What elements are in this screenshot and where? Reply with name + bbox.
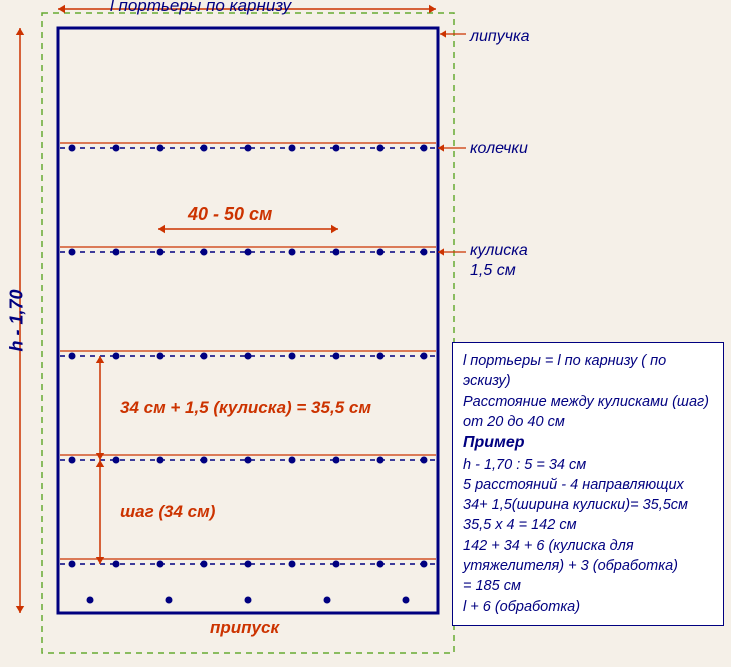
infobox-line: = 185 см — [463, 576, 713, 596]
label-top-title: l портьеры по карнизу — [110, 0, 291, 16]
infobox-line: 35,5 x 4 = 142 см — [463, 515, 713, 535]
label-spacing: 40 - 50 см — [188, 204, 272, 225]
label-pripusk: припуск — [210, 618, 279, 638]
infobox-line: от 20 до 40 см — [463, 412, 713, 432]
calculation-info-box: l портьеры = l по карнизу ( по эскизу)Ра… — [452, 342, 724, 626]
label-kuliska-2: 1,5 см — [470, 262, 516, 280]
infobox-line: Пример — [463, 432, 713, 454]
infobox-line: h - 1,70 : 5 = 34 см — [463, 455, 713, 475]
infobox-line: 142 + 34 + 6 (кулиска для утяжелителя) +… — [463, 536, 713, 577]
infobox-line: Расстояние между кулисками (шаг) — [463, 392, 713, 412]
label-height: h - 1,70 — [7, 289, 28, 351]
label-kolechki: колечки — [470, 140, 528, 158]
infobox-line: 5 расстояний - 4 направляющих — [463, 475, 713, 495]
label-kuliska-1: кулиска — [470, 242, 528, 260]
infobox-line: l + 6 (обработка) — [463, 597, 713, 617]
label-step-calc: 34 см + 1,5 (кулиска) = 35,5 см — [120, 398, 371, 418]
label-shag: шаг (34 см) — [120, 502, 215, 522]
infobox-line: 34+ 1,5(ширина кулиски)= 35,5см — [463, 495, 713, 515]
label-lipuchka: липучка — [470, 28, 529, 46]
infobox-line: l портьеры = l по карнизу ( по эскизу) — [463, 351, 713, 392]
